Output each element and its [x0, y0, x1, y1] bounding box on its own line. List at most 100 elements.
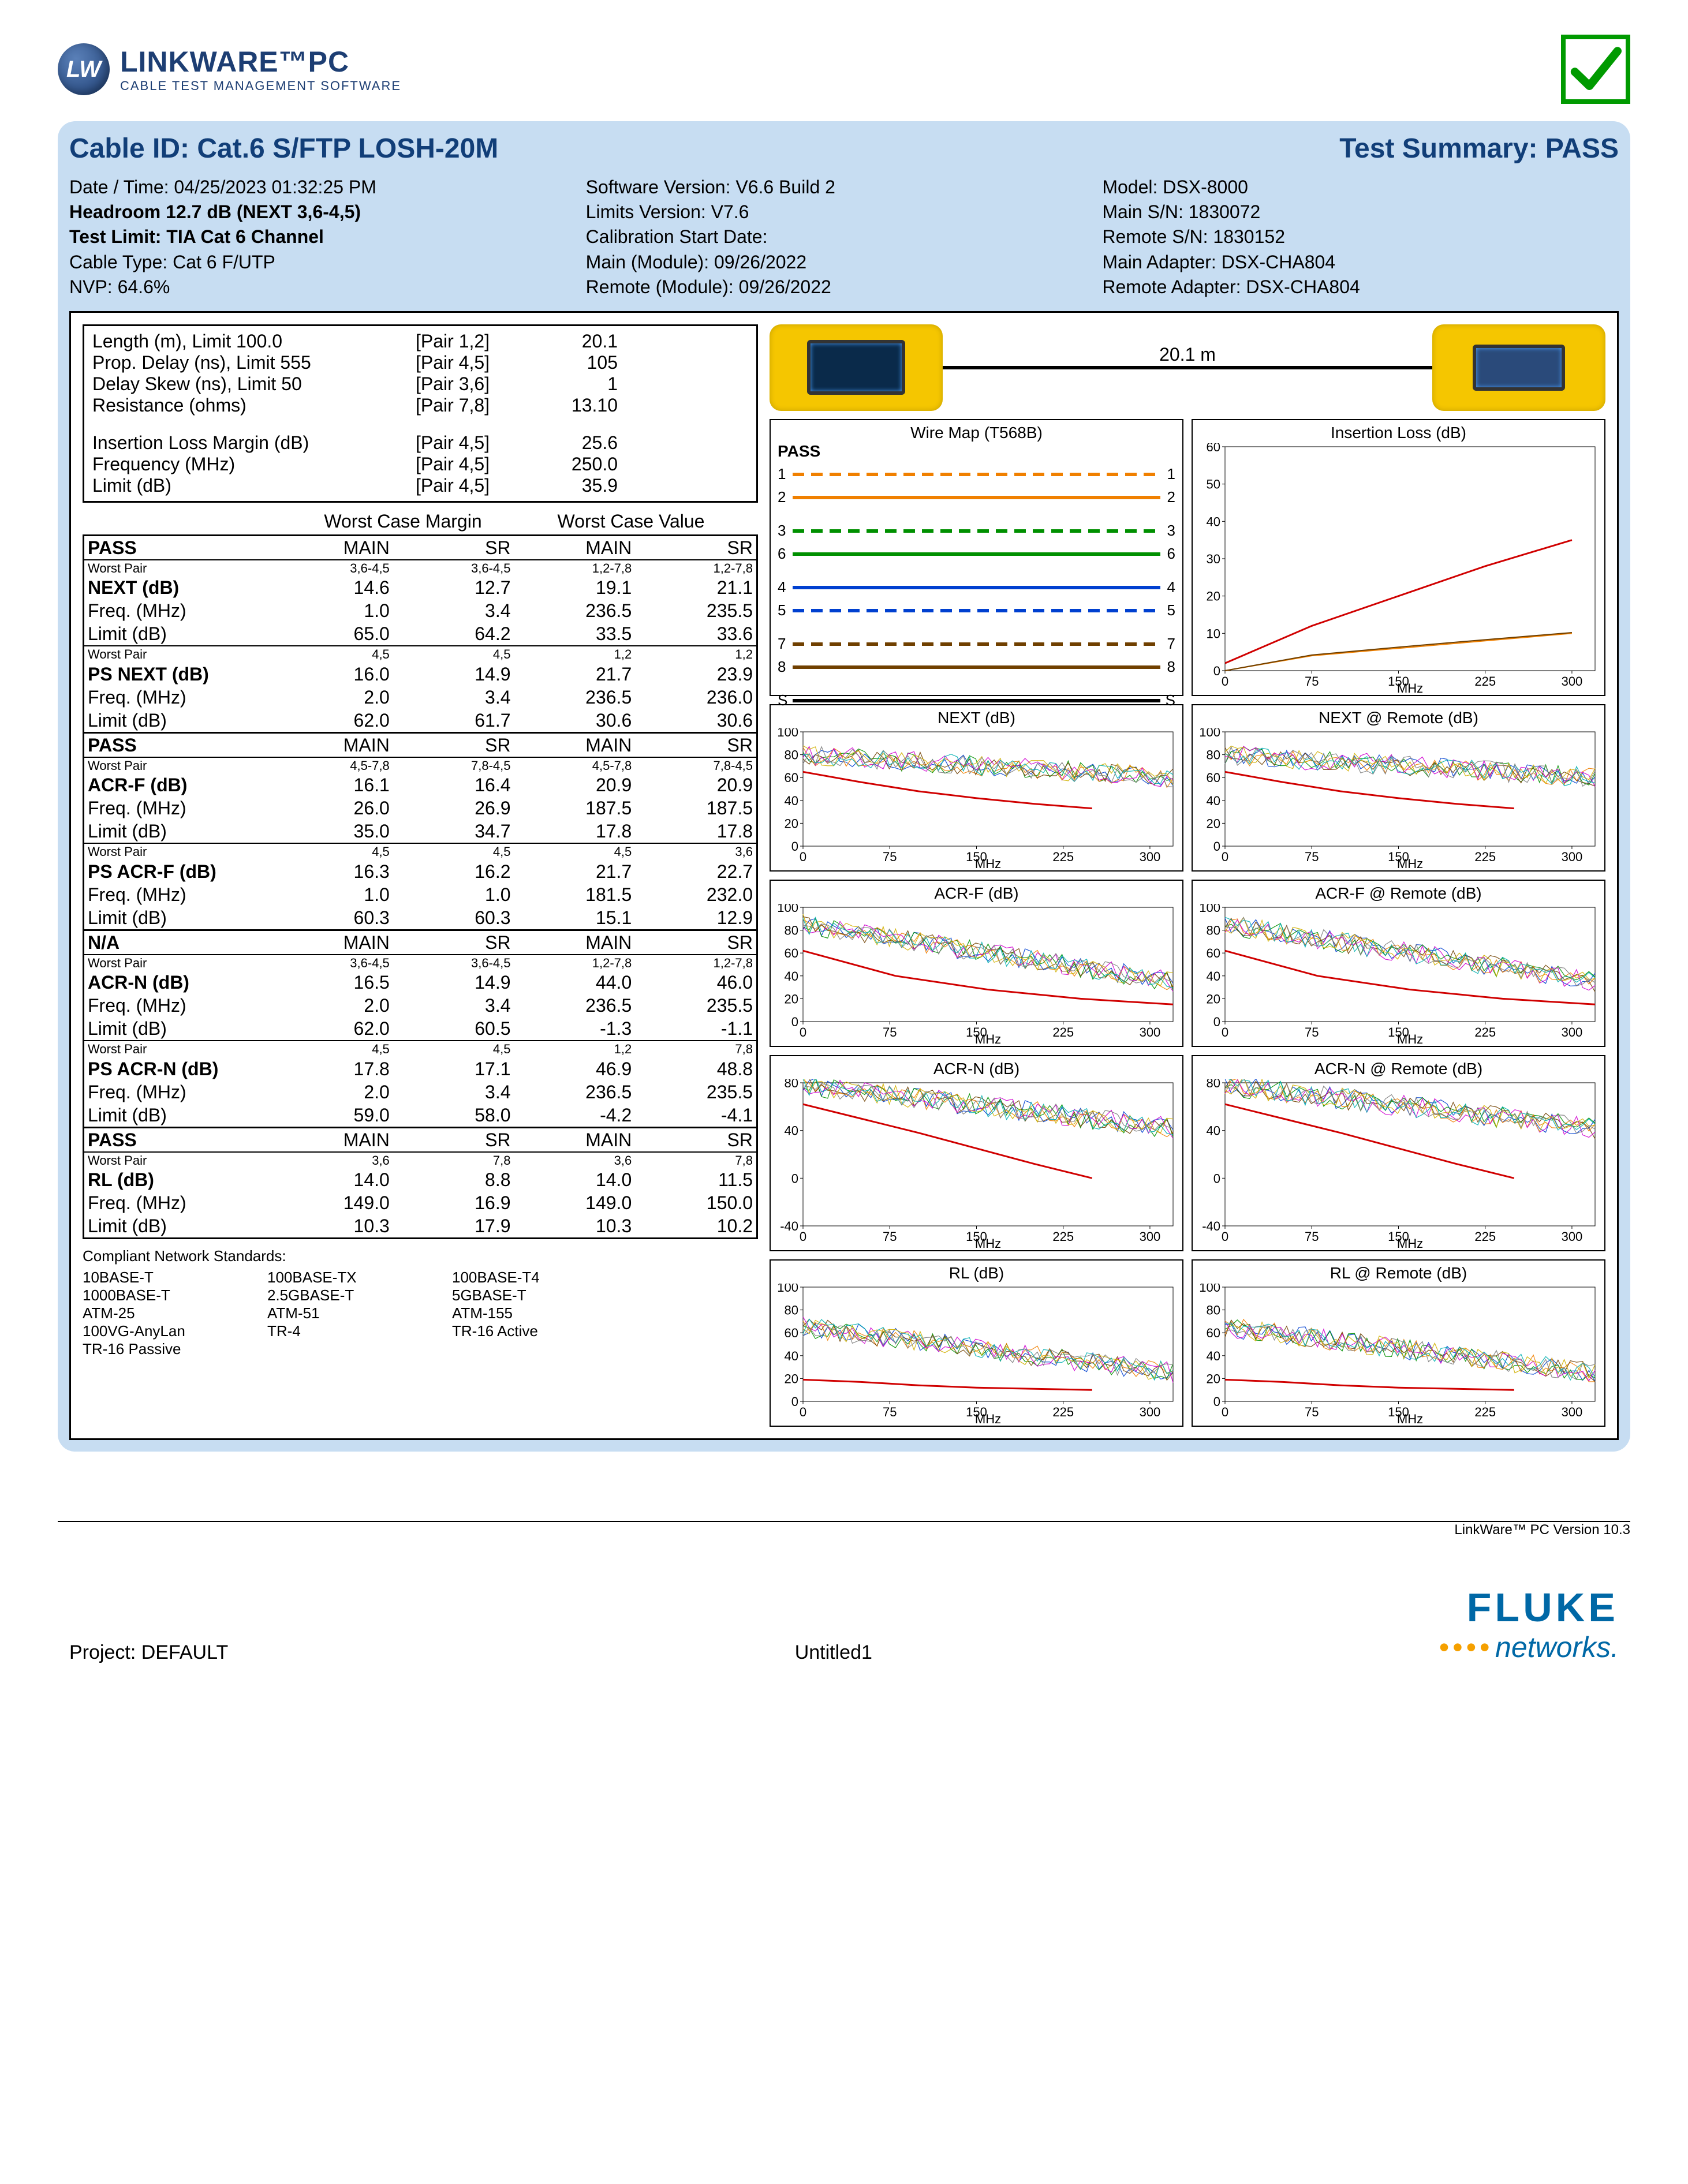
svg-text:225: 225 — [1474, 1025, 1496, 1039]
svg-text:80: 80 — [785, 748, 798, 762]
svg-text:300: 300 — [1562, 674, 1583, 689]
meta-line: Remote Adapter: DSX-CHA804 — [1102, 275, 1619, 300]
svg-text:0: 0 — [800, 1405, 806, 1419]
svg-text:60: 60 — [1207, 1326, 1220, 1340]
summary-row: Prop. Delay (ns), Limit 555[Pair 4,5]105 — [92, 352, 748, 373]
svg-text:80: 80 — [1207, 1079, 1220, 1090]
wiremap-wire: 44 — [778, 576, 1175, 599]
meta-grid: Date / Time: 04/25/2023 01:32:25 PMHeadr… — [69, 175, 1619, 300]
compliant-item: 10BASE-T — [83, 1269, 267, 1287]
svg-text:20: 20 — [1207, 1371, 1220, 1386]
summary-row: Delay Skew (ns), Limit 50[Pair 3,6]1 — [92, 373, 748, 395]
svg-text:80: 80 — [1207, 1303, 1220, 1318]
worst-case-value-header: Worst Case Value — [510, 511, 752, 532]
svg-text:0: 0 — [1222, 1229, 1228, 1244]
meta-line: Remote S/N: 1830152 — [1102, 225, 1619, 249]
svg-text:300: 300 — [1562, 1025, 1583, 1039]
main-device-icon — [770, 324, 943, 411]
meta-line: Main Adapter: DSX-CHA804 — [1102, 250, 1619, 275]
logo-title: LINKWARE™PC — [120, 45, 401, 78]
svg-text:20: 20 — [785, 992, 798, 1006]
wiremap-wire: 66 — [778, 543, 1175, 566]
svg-text:300: 300 — [1562, 850, 1583, 864]
footer-project: Project: DEFAULT — [69, 1641, 228, 1664]
summary-box: Length (m), Limit 100.0[Pair 1,2]20.1Pro… — [83, 324, 758, 503]
svg-text:100: 100 — [777, 904, 798, 915]
svg-text:40: 40 — [1207, 969, 1220, 983]
svg-text:0: 0 — [800, 1229, 806, 1244]
svg-text:60: 60 — [1207, 443, 1220, 454]
svg-text:80: 80 — [1207, 923, 1220, 938]
svg-text:20: 20 — [785, 816, 798, 831]
footer-file: Untitled1 — [795, 1641, 872, 1664]
svg-text:40: 40 — [785, 1124, 798, 1138]
summary-row: Frequency (MHz)[Pair 4,5]250.0 — [92, 454, 748, 475]
svg-text:0: 0 — [1213, 1015, 1220, 1029]
svg-text:225: 225 — [1474, 850, 1496, 864]
logo-badge: LW — [58, 43, 110, 95]
svg-text:30: 30 — [1207, 552, 1220, 566]
svg-text:300: 300 — [1562, 1405, 1583, 1419]
cable-id: Cable ID: Cat.6 S/FTP LOSH-20M — [69, 133, 498, 164]
cable-length: 20.1 m — [1159, 344, 1216, 365]
chart-box: NEXT (dB)020406080100075150225300MHz — [770, 704, 1183, 872]
compliant-item: ATM-25 — [83, 1304, 267, 1322]
meta-line: Remote (Module): 09/26/2022 — [586, 275, 1103, 300]
svg-text:75: 75 — [1305, 674, 1319, 689]
logo: LW LINKWARE™PC CABLE TEST MANAGEMENT SOF… — [58, 43, 401, 95]
svg-text:300: 300 — [1562, 1229, 1583, 1244]
svg-text:225: 225 — [1474, 674, 1496, 689]
svg-text:300: 300 — [1140, 1229, 1161, 1244]
svg-text:100: 100 — [1199, 904, 1220, 915]
meta-line: Main (Module): 09/26/2022 — [586, 250, 1103, 275]
svg-text:75: 75 — [1305, 850, 1319, 864]
report-panel: Cable ID: Cat.6 S/FTP LOSH-20M Test Summ… — [58, 121, 1630, 1452]
summary-row: Limit (dB)[Pair 4,5]35.9 — [92, 475, 748, 496]
compliant-item: 2.5GBASE-T — [267, 1287, 452, 1304]
svg-text:40: 40 — [785, 794, 798, 808]
svg-text:-40: -40 — [1202, 1219, 1220, 1233]
meta-line: Test Limit: TIA Cat 6 Channel — [69, 225, 586, 249]
svg-text:40: 40 — [785, 969, 798, 983]
meta-line: Calibration Start Date: — [586, 225, 1103, 249]
svg-text:0: 0 — [791, 839, 798, 854]
svg-text:225: 225 — [1474, 1229, 1496, 1244]
svg-text:225: 225 — [1052, 850, 1074, 864]
chart-box: NEXT @ Remote (dB)0204060801000751502253… — [1192, 704, 1605, 872]
svg-text:-40: -40 — [780, 1219, 798, 1233]
svg-text:40: 40 — [1207, 514, 1220, 529]
compliant-item: 100VG-AnyLan — [83, 1322, 267, 1340]
svg-text:0: 0 — [800, 850, 806, 864]
svg-text:0: 0 — [791, 1015, 798, 1029]
svg-text:300: 300 — [1140, 1025, 1161, 1039]
svg-text:MHz: MHz — [975, 1412, 1001, 1424]
wiremap-wire: 77 — [778, 633, 1175, 656]
compliant-item: 5GBASE-T — [452, 1287, 637, 1304]
meta-line: Cable Type: Cat 6 F/UTP — [69, 250, 586, 275]
svg-text:MHz: MHz — [1397, 681, 1423, 694]
svg-text:80: 80 — [785, 1079, 798, 1090]
svg-text:MHz: MHz — [975, 857, 1001, 869]
test-summary: Test Summary: PASS — [1339, 133, 1619, 164]
summary-row: Insertion Loss Margin (dB)[Pair 4,5]25.6 — [92, 432, 748, 454]
insertion-loss-chart: Insertion Loss (dB) 01020304050600751502… — [1192, 419, 1605, 696]
svg-text:0: 0 — [1222, 1405, 1228, 1419]
svg-text:80: 80 — [1207, 748, 1220, 762]
compliant-item: 1000BASE-T — [83, 1287, 267, 1304]
summary-row: Resistance (ohms)[Pair 7,8]13.10 — [92, 395, 748, 416]
svg-text:0: 0 — [1222, 850, 1228, 864]
svg-text:100: 100 — [777, 728, 798, 739]
svg-text:80: 80 — [785, 1303, 798, 1318]
svg-text:225: 225 — [1052, 1229, 1074, 1244]
compliant-item: TR-16 Passive — [83, 1340, 267, 1358]
worst-case-margin-header: Worst Case Margin — [296, 511, 510, 532]
meta-line: Date / Time: 04/25/2023 01:32:25 PM — [69, 175, 586, 200]
svg-text:300: 300 — [1140, 1405, 1161, 1419]
wiremap-wire: 88 — [778, 656, 1175, 679]
svg-text:40: 40 — [1207, 1124, 1220, 1138]
svg-text:20: 20 — [785, 1371, 798, 1386]
svg-text:75: 75 — [1305, 1025, 1319, 1039]
compliant-item: ATM-155 — [452, 1304, 637, 1322]
chart-box: ACR-F (dB)020406080100075150225300MHz — [770, 880, 1183, 1047]
svg-text:MHz: MHz — [975, 1032, 1001, 1045]
